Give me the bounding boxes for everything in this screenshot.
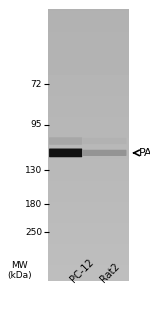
Text: 130: 130 bbox=[25, 166, 42, 174]
Text: 95: 95 bbox=[30, 120, 42, 129]
Text: 180: 180 bbox=[25, 200, 42, 209]
FancyBboxPatch shape bbox=[49, 137, 82, 145]
Text: MW
(kDa): MW (kDa) bbox=[7, 261, 32, 280]
Text: 250: 250 bbox=[25, 228, 42, 237]
FancyBboxPatch shape bbox=[49, 149, 82, 157]
Text: PC-12: PC-12 bbox=[68, 256, 95, 284]
Text: Rat2: Rat2 bbox=[98, 261, 121, 284]
FancyBboxPatch shape bbox=[83, 150, 126, 156]
Text: 72: 72 bbox=[31, 80, 42, 89]
FancyBboxPatch shape bbox=[83, 138, 126, 144]
Text: PARP: PARP bbox=[139, 148, 150, 158]
